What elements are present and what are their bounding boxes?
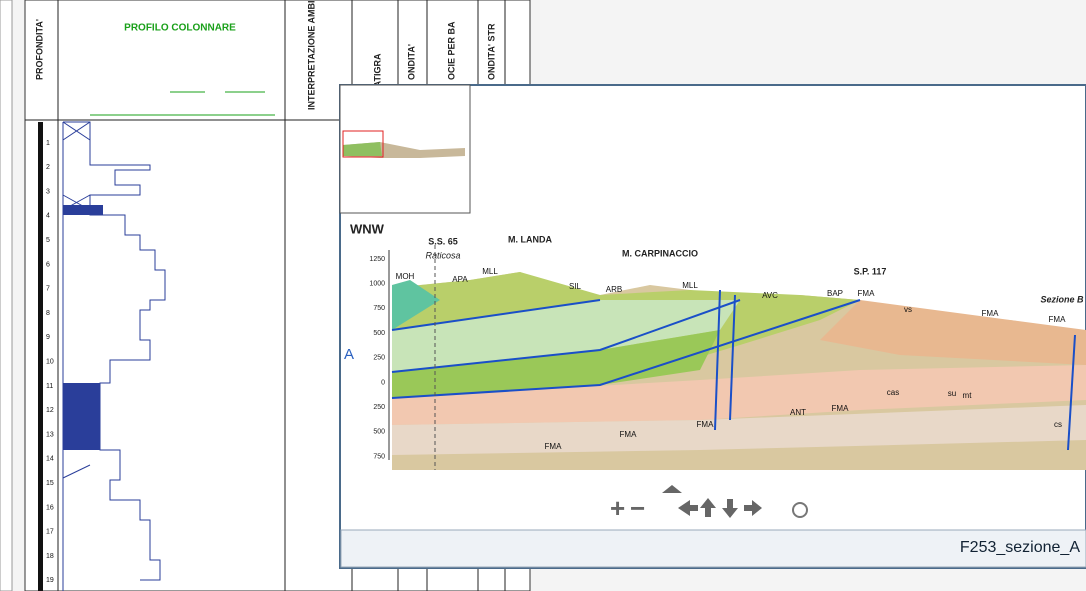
header: INTERPRETAZIONE AMBIENTALE — [306, 0, 316, 110]
depth-label: 10 — [46, 359, 54, 366]
depth-label: 2 — [46, 164, 50, 171]
unit-label: APA — [452, 275, 468, 284]
header: OCIE PER BA — [446, 21, 456, 80]
depth-label: 3 — [46, 188, 50, 195]
elevation-tick-label: 500 — [373, 330, 385, 337]
place-label: Sezione B — [1040, 294, 1084, 304]
elevation-tick-label: 1000 — [369, 281, 385, 288]
unit-label: AVC — [762, 291, 778, 300]
elevation-tick-label: 250 — [373, 355, 385, 362]
depth-label: 13 — [46, 431, 54, 438]
pan-left[interactable] — [678, 500, 698, 516]
elevation-tick-label: 0 — [381, 379, 385, 386]
unit-label: FMA — [982, 309, 1000, 318]
header: ONDITA' STR — [486, 23, 496, 80]
unit-label: mt — [963, 391, 973, 400]
depth-label: 8 — [46, 310, 50, 317]
header: PROFONDITA' — [34, 19, 44, 80]
unit-label: vs — [904, 305, 912, 314]
section-title: WNW — [350, 221, 385, 236]
depth-label: 16 — [46, 504, 54, 511]
place-label: M. LANDA — [508, 234, 552, 244]
depth-label: 17 — [46, 529, 54, 536]
pan-down[interactable] — [722, 499, 738, 518]
depth-label: 12 — [46, 407, 54, 414]
zoom-in[interactable]: + — [610, 493, 625, 523]
unit-label: FMA — [1049, 315, 1067, 324]
unit-label: ANT — [790, 408, 806, 417]
section-endpoint: A — [344, 346, 354, 363]
unit-label: MOH — [396, 272, 415, 281]
zoom-out[interactable]: − — [630, 493, 645, 523]
depth-label: 18 — [46, 553, 54, 560]
unit-label: FMA — [832, 404, 850, 413]
reset-view[interactable] — [792, 502, 808, 518]
depth-label: 1 — [46, 140, 50, 147]
depth-label: 11 — [46, 383, 53, 390]
footer-title: F253_sezione_A — [960, 539, 1080, 556]
elevation-tick-label: 750 — [373, 305, 385, 312]
depth-label: 19 — [46, 577, 54, 584]
elevation-tick-label: 1250 — [369, 256, 385, 263]
pan-right[interactable] — [744, 500, 762, 516]
place-label: S.S. 65 — [428, 236, 458, 246]
elevation-tick-label: 250 — [373, 404, 385, 411]
unit-label: FMA — [545, 442, 563, 451]
unit-label: cs — [1054, 420, 1062, 429]
depth-label: 4 — [46, 213, 50, 220]
unit-label: FMA — [858, 289, 876, 298]
overview-viewport[interactable] — [342, 130, 384, 158]
pan-up-small[interactable] — [662, 485, 682, 493]
depth-label: 9 — [46, 334, 50, 341]
depth-label: 14 — [46, 456, 54, 463]
cross-section — [391, 245, 1086, 470]
place-label: M. CARPINACCIO — [622, 248, 698, 258]
place-label: Raticosa — [425, 250, 460, 260]
unit-label: MLL — [682, 281, 698, 290]
column-profile — [62, 121, 166, 591]
unit-label: su — [948, 389, 956, 398]
unit-label: BAP — [827, 289, 843, 298]
header: PROFILO COLONNARE — [124, 23, 236, 34]
unit-label: FMA — [697, 420, 715, 429]
elevation-tick-label: 500 — [373, 429, 385, 436]
navigation-controls: + − — [610, 485, 808, 523]
unit-label: SIL — [569, 282, 582, 291]
depth-label: 6 — [46, 261, 50, 268]
depth-label: 7 — [46, 286, 50, 293]
unit-label: ARB — [606, 285, 622, 294]
pan-up[interactable] — [700, 498, 716, 517]
header: ONDITA' — [406, 44, 416, 80]
unit-label: MLL — [482, 267, 498, 276]
depth-label: 5 — [46, 237, 50, 244]
viewer-window: F253_sezione_A WNW A 1250 1000 750 500 250 0 2… — [339, 84, 1086, 569]
header: ' STRATIGRA — [372, 53, 382, 110]
back-page — [0, 0, 13, 591]
unit-label: FMA — [620, 430, 638, 439]
depth-label: 15 — [46, 480, 54, 487]
elevation-tick-label: 750 — [373, 453, 385, 460]
place-label: S.P. 117 — [854, 266, 887, 276]
unit-label: cas — [887, 388, 899, 397]
